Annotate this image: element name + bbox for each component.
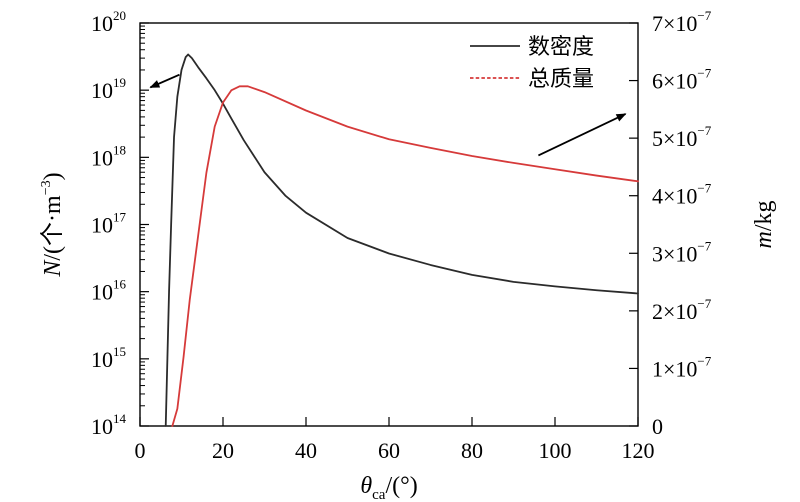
series-line: [171, 85, 639, 427]
annotation-arrow: [538, 113, 627, 157]
series-layer: [164, 53, 639, 427]
x-axis-title: θca/(°): [360, 473, 417, 502]
x-tick-label: 60: [378, 438, 400, 463]
right-tick-label: 3×10−7: [652, 238, 712, 266]
right-tick-label: 7×10−7: [652, 8, 712, 36]
right-y-axis: 0 1×10−7 2×10−7 3×10−7 4×10−7 5×10−7 6×10−7 7×1…: [629, 8, 712, 439]
left-y-axis-title: N/(个·m−3): [39, 172, 66, 277]
x-tick-label: 100: [539, 438, 572, 463]
x-tick-label: 80: [461, 438, 483, 463]
left-tick-label: 1016: [91, 277, 127, 305]
x-axis: 0 20 40 60 80 100 120: [135, 417, 655, 463]
right-tick-label: 1×10−7: [652, 353, 712, 381]
x-tick-label: 40: [295, 438, 317, 463]
legend-label: 总质量: [528, 67, 594, 92]
left-tick-label: 1017: [91, 210, 127, 238]
left-tick-label: 1014: [91, 411, 127, 439]
left-tick-label: 1019: [91, 75, 126, 103]
series-line: [164, 53, 639, 427]
right-tick-label: 6×10−7: [652, 66, 712, 94]
right-tick-label: 4×10−7: [652, 181, 712, 209]
right-tick-label: 0: [652, 414, 663, 439]
left-tick-label: 1018: [91, 142, 126, 170]
left-tick-label: 1020: [91, 8, 126, 36]
annotation-arrow: [149, 73, 180, 89]
right-tick-label: 5×10−7: [652, 123, 712, 151]
left-tick-label: 1015: [91, 344, 126, 372]
axis-labels: θca/(°) N/(个·m−3) m/kg: [39, 172, 777, 502]
annotation-layer: [149, 73, 627, 157]
right-y-axis-title: m/kg: [751, 200, 777, 248]
right-tick-label: 2×10−7: [652, 296, 712, 324]
x-tick-label: 0: [135, 438, 146, 463]
x-tick-label: 120: [622, 438, 655, 463]
x-tick-label: 20: [212, 438, 234, 463]
legend-label: 数密度: [528, 35, 594, 60]
left-y-axis: 1014 1015 1016 1017 1018 1019 1020: [91, 8, 149, 439]
